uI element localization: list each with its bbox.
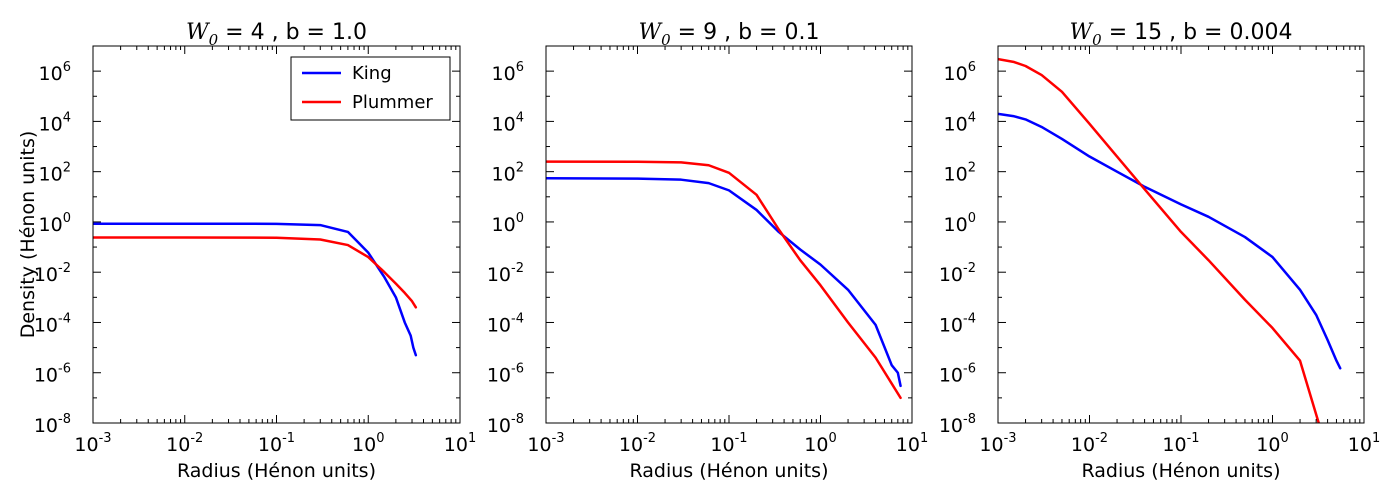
plot-area (998, 46, 1364, 423)
series-group (93, 222, 418, 357)
x-axis-label: Radius (Hénon units) (629, 460, 828, 482)
axes-frame (92, 45, 461, 424)
y-tick-label: 100 (944, 211, 976, 236)
y-tick-label: 102 (944, 161, 976, 186)
legend-label-plummer: Plummer (352, 92, 433, 113)
series-group (998, 57, 1342, 423)
x-tick-label: 10-2 (166, 431, 203, 456)
x-tick-label: 101 (1348, 431, 1380, 456)
series-line-plummer (93, 236, 418, 309)
y-tick-label: 10-2 (34, 261, 71, 286)
series-line-plummer (998, 57, 1320, 423)
series-line-plummer (546, 160, 902, 400)
y-tick-label: 100 (492, 211, 524, 236)
y-tick-label: 10-4 (487, 311, 524, 336)
y-tick-label: 106 (492, 60, 524, 85)
x-axis-label: Radius (Hénon units) (177, 460, 376, 482)
x-tick-label: 10-3 (74, 431, 111, 456)
x-tick-label: 10-3 (979, 431, 1016, 456)
x-tick-label: 10-2 (1071, 431, 1108, 456)
y-tick-label: 104 (39, 110, 71, 135)
chart-panel-1: 10-3 10-2 10-1 100 101 10-8 10-6 10-4 10-2 100 102… (17, 20, 476, 482)
y-tick-label: 104 (944, 110, 976, 135)
chart-title: W0 = 4 , b = 1.0 (186, 20, 367, 49)
series-line-king (546, 176, 902, 388)
series-group (546, 160, 902, 400)
y-tick-label: 10-6 (487, 362, 524, 387)
y-tick-label: 10-4 (34, 311, 71, 336)
x-tick-label: 100 (804, 431, 836, 456)
chart-title: W0 = 15 , b = 0.004 (1070, 20, 1293, 49)
x-tick-label: 10-1 (258, 431, 295, 456)
y-tick-label: 106 (944, 60, 976, 85)
axes-frame (997, 45, 1365, 424)
x-tick-label: 101 (444, 431, 476, 456)
y-tick-label: 10-8 (939, 412, 976, 437)
y-tick-label: 100 (39, 211, 71, 236)
y-tick-label: 102 (39, 161, 71, 186)
y-tick-label: 10-8 (487, 412, 524, 437)
y-tick-label: 106 (39, 60, 71, 85)
y-tick-label: 10-8 (34, 412, 71, 437)
x-axis-label: Radius (Hénon units) (1081, 460, 1280, 482)
legend: King Plummer (290, 56, 451, 121)
series-line-king (998, 112, 1342, 370)
y-tick-label: 102 (492, 161, 524, 186)
y-tick-label: 10-6 (34, 362, 71, 387)
x-tick-label: 101 (896, 431, 928, 456)
y-tick-label: 10-2 (487, 261, 524, 286)
axes-frame (545, 45, 913, 424)
y-tick-label: 10-6 (939, 362, 976, 387)
y-tick-label: 10-4 (939, 311, 976, 336)
x-tick-label: 10-1 (710, 431, 747, 456)
x-tick-label: 10-3 (527, 431, 564, 456)
chart-title: W0 = 9 , b = 0.1 (639, 20, 820, 49)
x-tick-label: 10-1 (1162, 431, 1199, 456)
legend-label-king: King (352, 63, 392, 84)
plot-area (546, 46, 912, 423)
y-tick-label: 104 (492, 110, 524, 135)
y-axis-label: Density (Hénon units) (17, 131, 39, 339)
chart-panel-3: 10-3 10-2 10-1 100 101 10-8 10-6 10-4 10-2 100 102… (939, 20, 1380, 482)
x-tick-label: 100 (352, 431, 384, 456)
x-tick-label: 10-2 (619, 431, 656, 456)
chart-panel-2: 10-3 10-2 10-1 100 101 10-8 10-6 10-4 10-2 100 102… (487, 20, 928, 482)
x-tick-label: 100 (1256, 431, 1288, 456)
legend-box (290, 56, 451, 121)
y-tick-label: 10-2 (939, 261, 976, 286)
